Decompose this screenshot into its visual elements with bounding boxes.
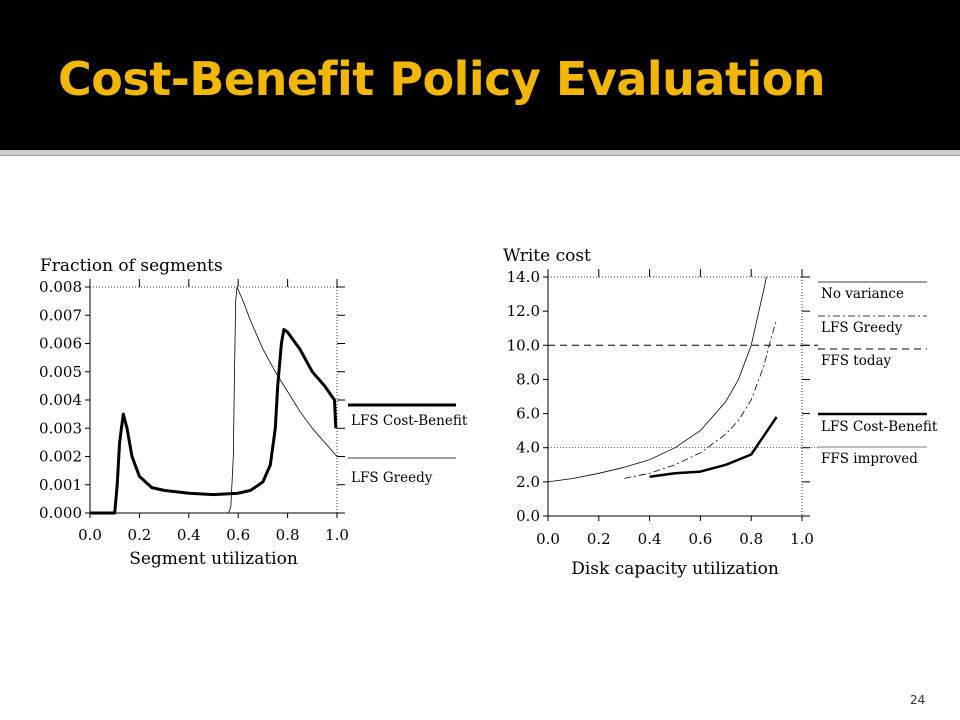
y-tick-label: 2.0 <box>516 473 540 491</box>
series-line-1 <box>90 286 338 514</box>
y-tick-label: 0.004 <box>39 391 82 409</box>
slide-number: 24 <box>910 693 926 707</box>
x-tick-label: 0.0 <box>536 530 560 548</box>
y-tick-label: 0.0 <box>516 507 540 525</box>
series-line-0 <box>547 276 767 483</box>
series-line-3 <box>649 416 778 478</box>
legend-label: LFS Cost-Benefit <box>821 419 938 435</box>
y-tick-label: 6.0 <box>516 405 540 423</box>
title-bar <box>0 0 960 150</box>
y-tick-label: 0.001 <box>39 476 82 494</box>
chart-title: Fraction of segments <box>40 256 223 276</box>
x-tick-label: 0.8 <box>276 526 300 544</box>
legend-label: LFS Greedy <box>821 320 903 336</box>
y-tick-label: 12.0 <box>507 302 540 320</box>
legend-label: No variance <box>821 286 904 302</box>
x-axis-label: Disk capacity utilization <box>571 559 779 579</box>
legend-label: LFS Cost-Benefit <box>351 413 468 429</box>
chart-title: Write cost <box>503 246 591 266</box>
y-tick-label: 0.008 <box>39 278 82 296</box>
y-tick-label: 0.003 <box>39 419 82 437</box>
x-tick-label: 1.0 <box>790 530 814 548</box>
x-tick-label: 0.8 <box>739 530 763 548</box>
y-tick-label: 0.006 <box>39 335 82 353</box>
y-tick-label: 4.0 <box>516 439 540 457</box>
x-tick-label: 0.6 <box>688 530 712 548</box>
x-tick-label: 0.6 <box>226 526 250 544</box>
y-tick-label: 0.002 <box>39 448 82 466</box>
slide-title: Cost-Benefit Policy Evaluation <box>58 52 826 106</box>
y-tick-label: 0.007 <box>39 306 82 324</box>
x-tick-label: 0.4 <box>638 530 662 548</box>
series-line-0 <box>90 327 338 515</box>
series-line-1 <box>624 319 777 479</box>
y-tick-label: 14.0 <box>507 268 540 286</box>
y-tick-label: 0.005 <box>39 363 82 381</box>
x-axis-label: Segment utilization <box>129 549 298 569</box>
y-tick-label: 0.000 <box>39 504 82 522</box>
x-tick-label: 0.2 <box>587 530 611 548</box>
title-divider <box>0 150 960 156</box>
legend-label: FFS today <box>821 353 892 369</box>
legend-label: LFS Greedy <box>351 470 433 486</box>
x-tick-label: 1.0 <box>325 526 349 544</box>
y-tick-label: 8.0 <box>516 370 540 388</box>
y-tick-label: 10.0 <box>507 336 540 354</box>
x-tick-label: 0.4 <box>177 526 201 544</box>
x-tick-label: 0.2 <box>127 526 151 544</box>
legend-label: FFS improved <box>821 451 918 467</box>
x-tick-label: 0.0 <box>78 526 102 544</box>
